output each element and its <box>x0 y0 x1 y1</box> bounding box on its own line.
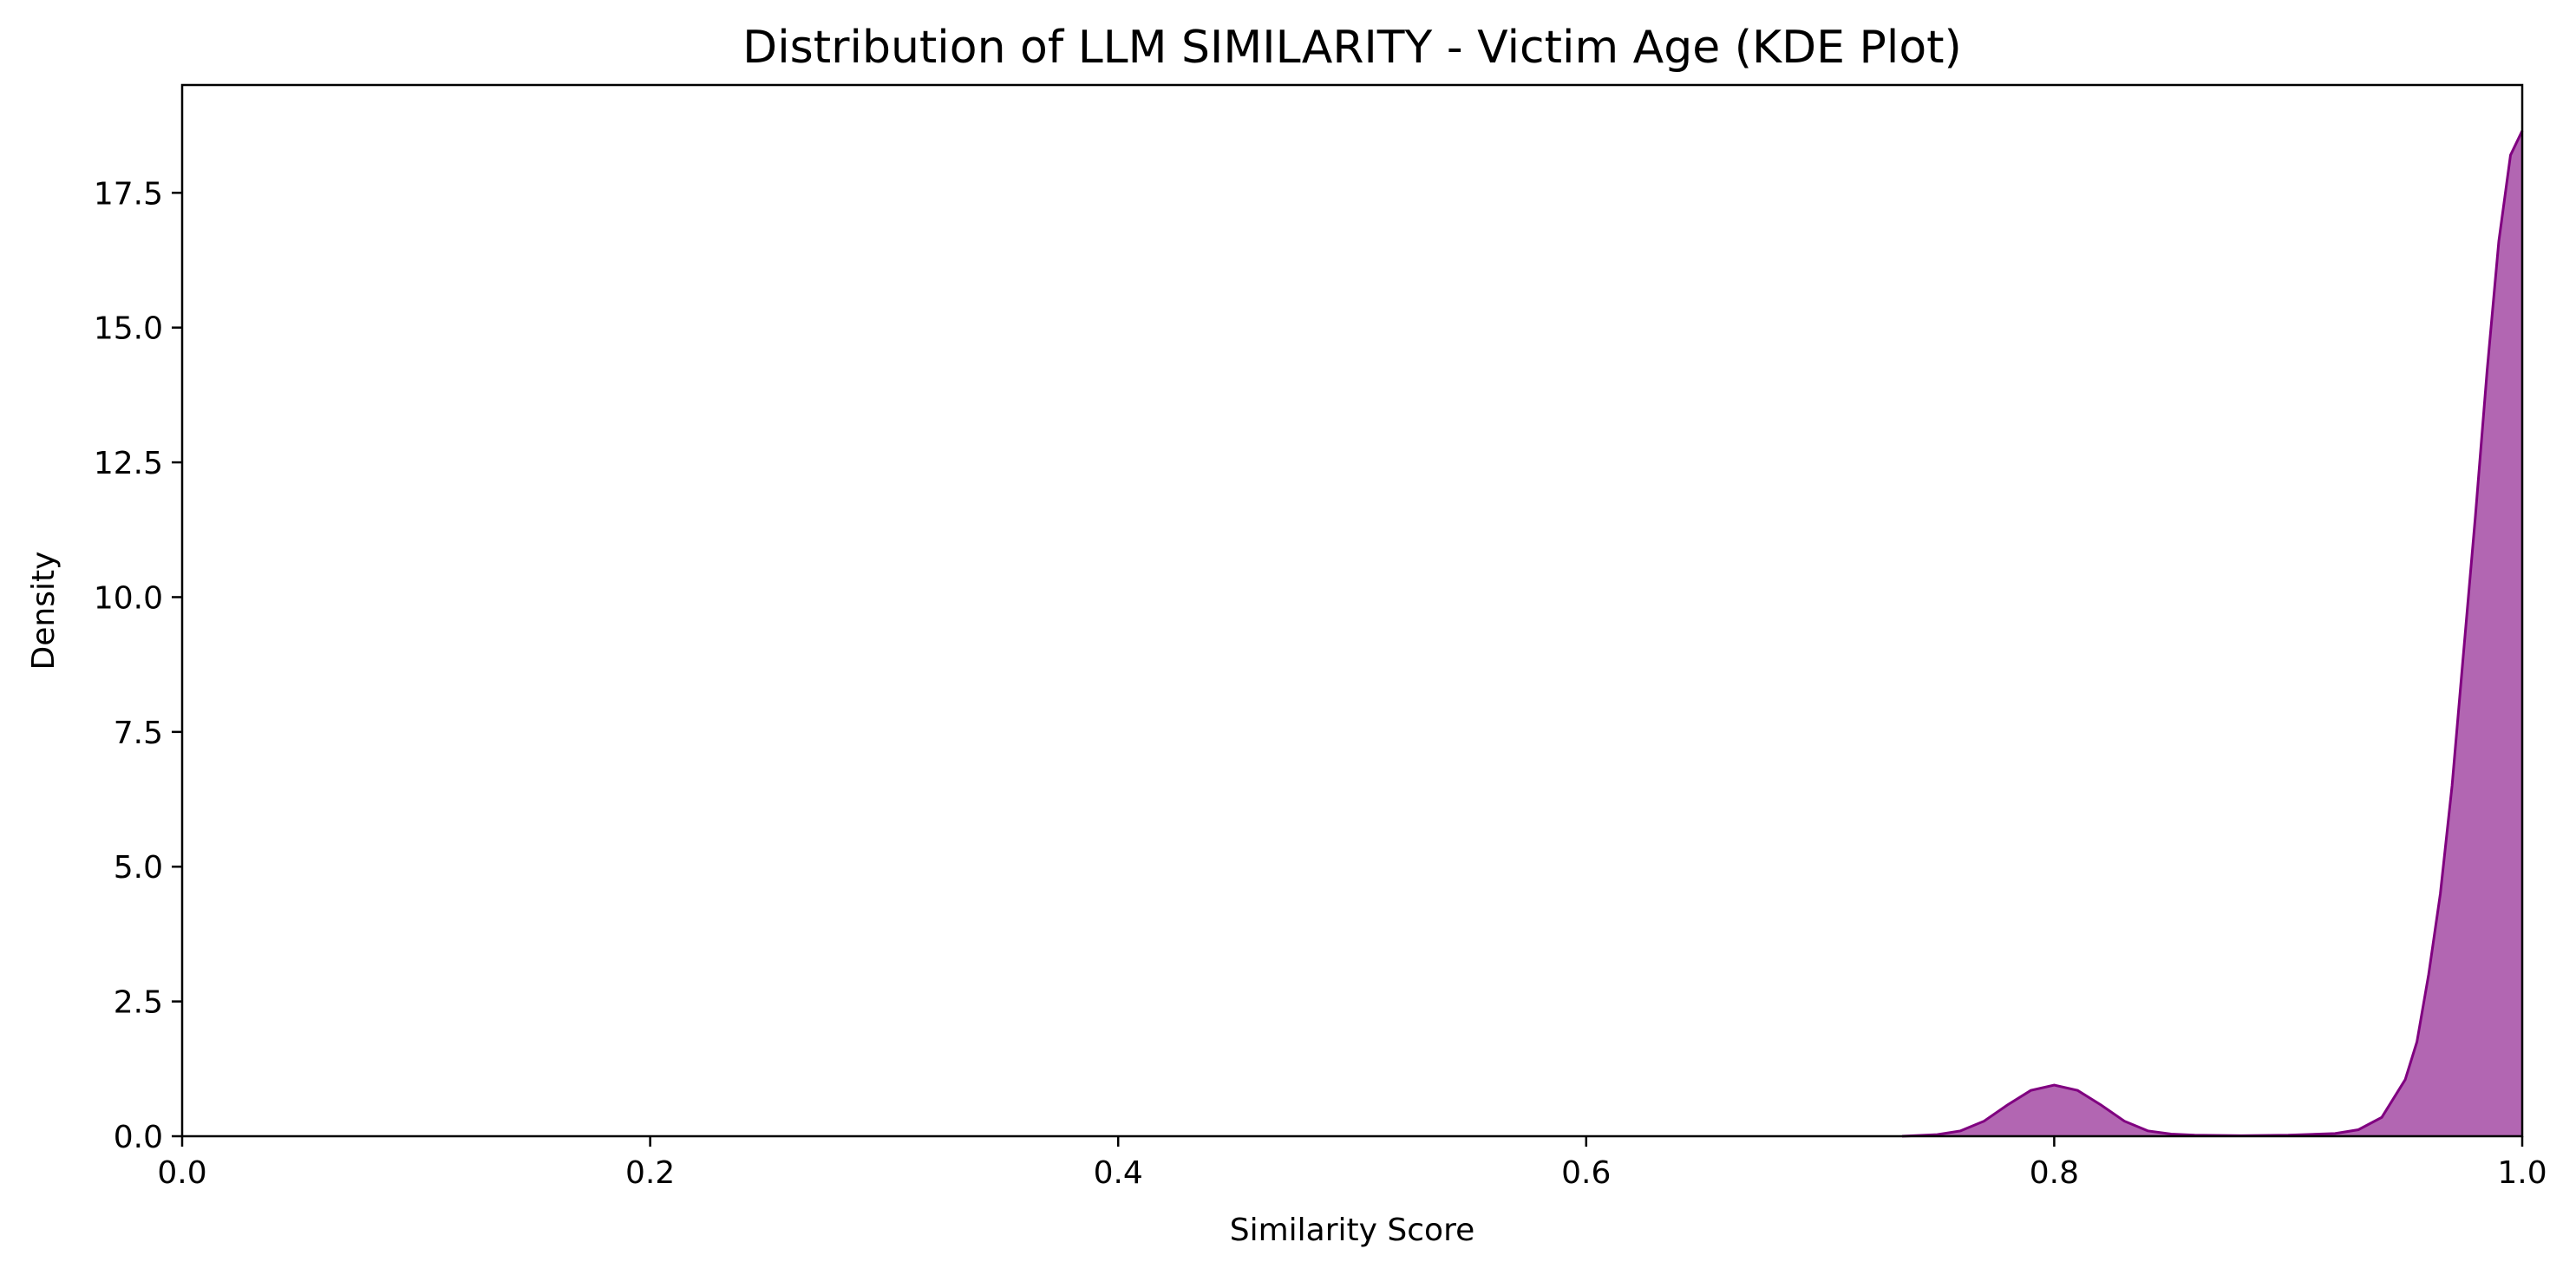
x-axis: 0.0 0.2 0.4 0.6 0.8 1.0 <box>157 1136 2547 1191</box>
x-tick-label: 0.2 <box>625 1155 675 1191</box>
plot-frame <box>180 83 2524 1138</box>
y-tick-label: 0.0 <box>114 1120 163 1155</box>
kde-area-fill <box>1902 130 2522 1136</box>
y-axis-title: Density <box>26 552 62 670</box>
y-tick-label: 5.0 <box>114 850 163 886</box>
chart-title: Distribution of LLM SIMILARITY - Victim … <box>742 22 1962 74</box>
plot-area <box>1901 130 2524 1138</box>
x-tick-label: 0.8 <box>2030 1155 2079 1191</box>
x-tick-label: 0.0 <box>157 1155 206 1191</box>
x-tick-label: 0.4 <box>1094 1155 1143 1191</box>
y-tick-label: 7.5 <box>114 716 163 751</box>
y-tick-label: 17.5 <box>94 176 163 212</box>
x-axis-title: Similarity Score <box>1230 1213 1474 1248</box>
x-tick-label: 0.6 <box>1561 1155 1611 1191</box>
y-tick-label: 15.0 <box>94 311 163 347</box>
y-tick-label: 10.0 <box>94 580 163 616</box>
y-tick-label: 12.5 <box>94 446 163 481</box>
y-axis: 0.0 2.5 5.0 7.5 10.0 12.5 15.0 17.5 <box>94 176 182 1155</box>
x-tick-label: 1.0 <box>2497 1155 2547 1191</box>
y-tick-label: 2.5 <box>114 985 163 1021</box>
